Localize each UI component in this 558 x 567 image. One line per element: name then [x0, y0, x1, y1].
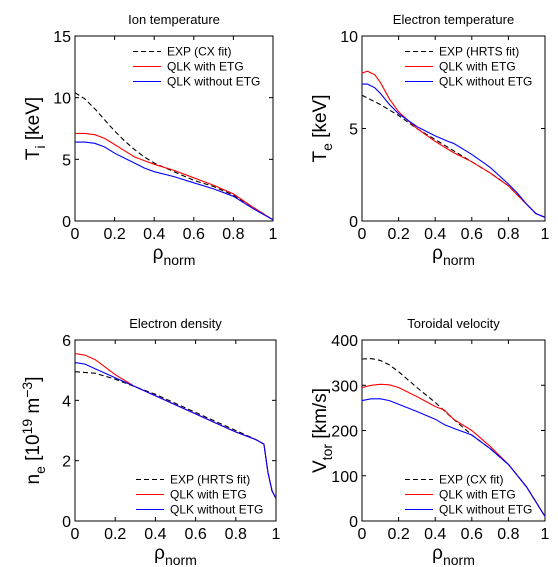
x-tick-label: 0.8 — [225, 526, 247, 543]
y-tick-label: 2 — [62, 454, 71, 471]
x-tick-label: 0.4 — [424, 226, 446, 243]
y-tick-label: 15 — [53, 29, 71, 46]
chart-title: Electron temperature — [393, 12, 514, 27]
x-tick-label: 0.6 — [184, 526, 206, 543]
series-line — [361, 398, 546, 517]
series-line — [75, 141, 274, 221]
plot-frame — [74, 339, 277, 522]
y-tick-label: 6 — [62, 333, 71, 350]
x-tick-label: 0.6 — [461, 526, 483, 543]
x-axis-label: ρnorm — [432, 243, 475, 268]
legend-label: EXP (HRTS fit) — [170, 473, 250, 487]
legend-label: QLK without ETG — [439, 503, 532, 517]
x-axis-label: ρnorm — [153, 243, 196, 268]
legend-label: QLK without ETG — [439, 75, 532, 89]
y-axis-label: Vtor [km/s] — [310, 388, 335, 473]
x-tick-label: 0 — [358, 226, 367, 243]
x-tick-label: 0.2 — [104, 526, 126, 543]
legend-label: QLK with ETG — [170, 488, 247, 502]
legend-label: EXP (HRTS fit) — [439, 45, 519, 59]
series-line — [75, 132, 274, 221]
y-tick-label: 5 — [62, 152, 71, 169]
series-line — [362, 83, 546, 218]
x-tick-label: 1 — [269, 226, 278, 243]
y-tick-label: 0 — [62, 514, 71, 531]
series-line — [74, 362, 277, 499]
chart-title: Ion temperature — [128, 12, 220, 27]
y-axis-label: Ti [keV] — [23, 97, 48, 160]
y-tick-label: 0 — [349, 514, 358, 531]
x-tick-label: 0.6 — [183, 226, 205, 243]
x-tick-label: 0.6 — [461, 226, 483, 243]
x-tick-label: 0.2 — [387, 226, 409, 243]
y-tick-label: 400 — [331, 333, 358, 350]
y-axis-label: Te [keV] — [310, 95, 335, 163]
panel-electron-density: Electron density 0 0.2 0.4 0.6 0.8 1 0 2 4 6 ρnorm n… — [19, 316, 281, 567]
x-axis-label: ρnorm — [432, 543, 475, 567]
y-tick-label: 100 — [331, 469, 358, 486]
legend-label: EXP (CX fit) — [439, 473, 503, 487]
x-tick-label: 0 — [71, 226, 80, 243]
x-tick-label: 0.4 — [143, 226, 165, 243]
legend-label: QLK with ETG — [439, 488, 516, 502]
y-tick-label: 0 — [349, 214, 358, 231]
x-tick-label: 0 — [358, 526, 367, 543]
x-axis-label: ρnorm — [154, 543, 197, 567]
y-tick-label: 300 — [331, 378, 358, 395]
series-line — [361, 94, 546, 218]
panel-toroidal-velocity: Toroidal velocity 0 0.2 0.4 0.6 0.8 1 0 100 200 30… — [310, 316, 550, 567]
y-tick-label: 4 — [62, 393, 71, 410]
legend-label: QLK without ETG — [170, 503, 263, 517]
y-tick-label: 10 — [53, 91, 71, 108]
legend-label: QLK with ETG — [439, 60, 516, 74]
series-line — [361, 70, 546, 218]
y-tick-label: 5 — [349, 122, 358, 139]
y-tick-label: 200 — [331, 424, 358, 441]
plot-frame — [74, 35, 274, 222]
legend-label: QLK without ETG — [167, 75, 260, 89]
x-tick-label: 0.4 — [424, 526, 446, 543]
legend-label: EXP (CX fit) — [167, 45, 231, 59]
series-line — [361, 358, 546, 517]
x-tick-label: 0.2 — [103, 226, 125, 243]
x-tick-label: 0 — [71, 526, 80, 543]
y-tick-label: 10 — [340, 29, 358, 46]
x-tick-label: 0.8 — [497, 526, 519, 543]
y-axis-label: ne [1019 m−3] — [19, 376, 48, 484]
y-tick-label: 0 — [62, 214, 71, 231]
chart-title: Electron density — [129, 316, 222, 331]
series-line — [74, 92, 274, 221]
x-tick-label: 1 — [272, 526, 281, 543]
x-tick-label: 1 — [541, 226, 550, 243]
x-tick-label: 0.8 — [222, 226, 244, 243]
legend-label: QLK with ETG — [167, 60, 244, 74]
x-tick-label: 0.2 — [387, 526, 409, 543]
x-tick-label: 0.4 — [144, 526, 166, 543]
x-tick-label: 1 — [541, 526, 550, 543]
chart-title: Toroidal velocity — [407, 316, 500, 331]
x-tick-label: 0.8 — [497, 226, 519, 243]
